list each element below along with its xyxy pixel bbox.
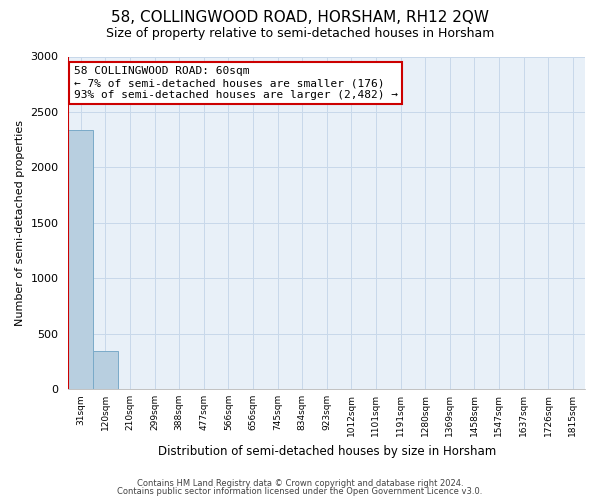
X-axis label: Distribution of semi-detached houses by size in Horsham: Distribution of semi-detached houses by … [158, 444, 496, 458]
Text: Contains HM Land Registry data © Crown copyright and database right 2024.: Contains HM Land Registry data © Crown c… [137, 478, 463, 488]
Text: Contains public sector information licensed under the Open Government Licence v3: Contains public sector information licen… [118, 487, 482, 496]
Text: Size of property relative to semi-detached houses in Horsham: Size of property relative to semi-detach… [106, 28, 494, 40]
Bar [93, 352, 118, 389]
Y-axis label: Number of semi-detached properties: Number of semi-detached properties [15, 120, 25, 326]
Bar [68, 130, 93, 389]
Text: 58, COLLINGWOOD ROAD, HORSHAM, RH12 2QW: 58, COLLINGWOOD ROAD, HORSHAM, RH12 2QW [111, 10, 489, 25]
Text: 58 COLLINGWOOD ROAD: 60sqm
← 7% of semi-detached houses are smaller (176)
93% of: 58 COLLINGWOOD ROAD: 60sqm ← 7% of semi-… [74, 66, 398, 100]
